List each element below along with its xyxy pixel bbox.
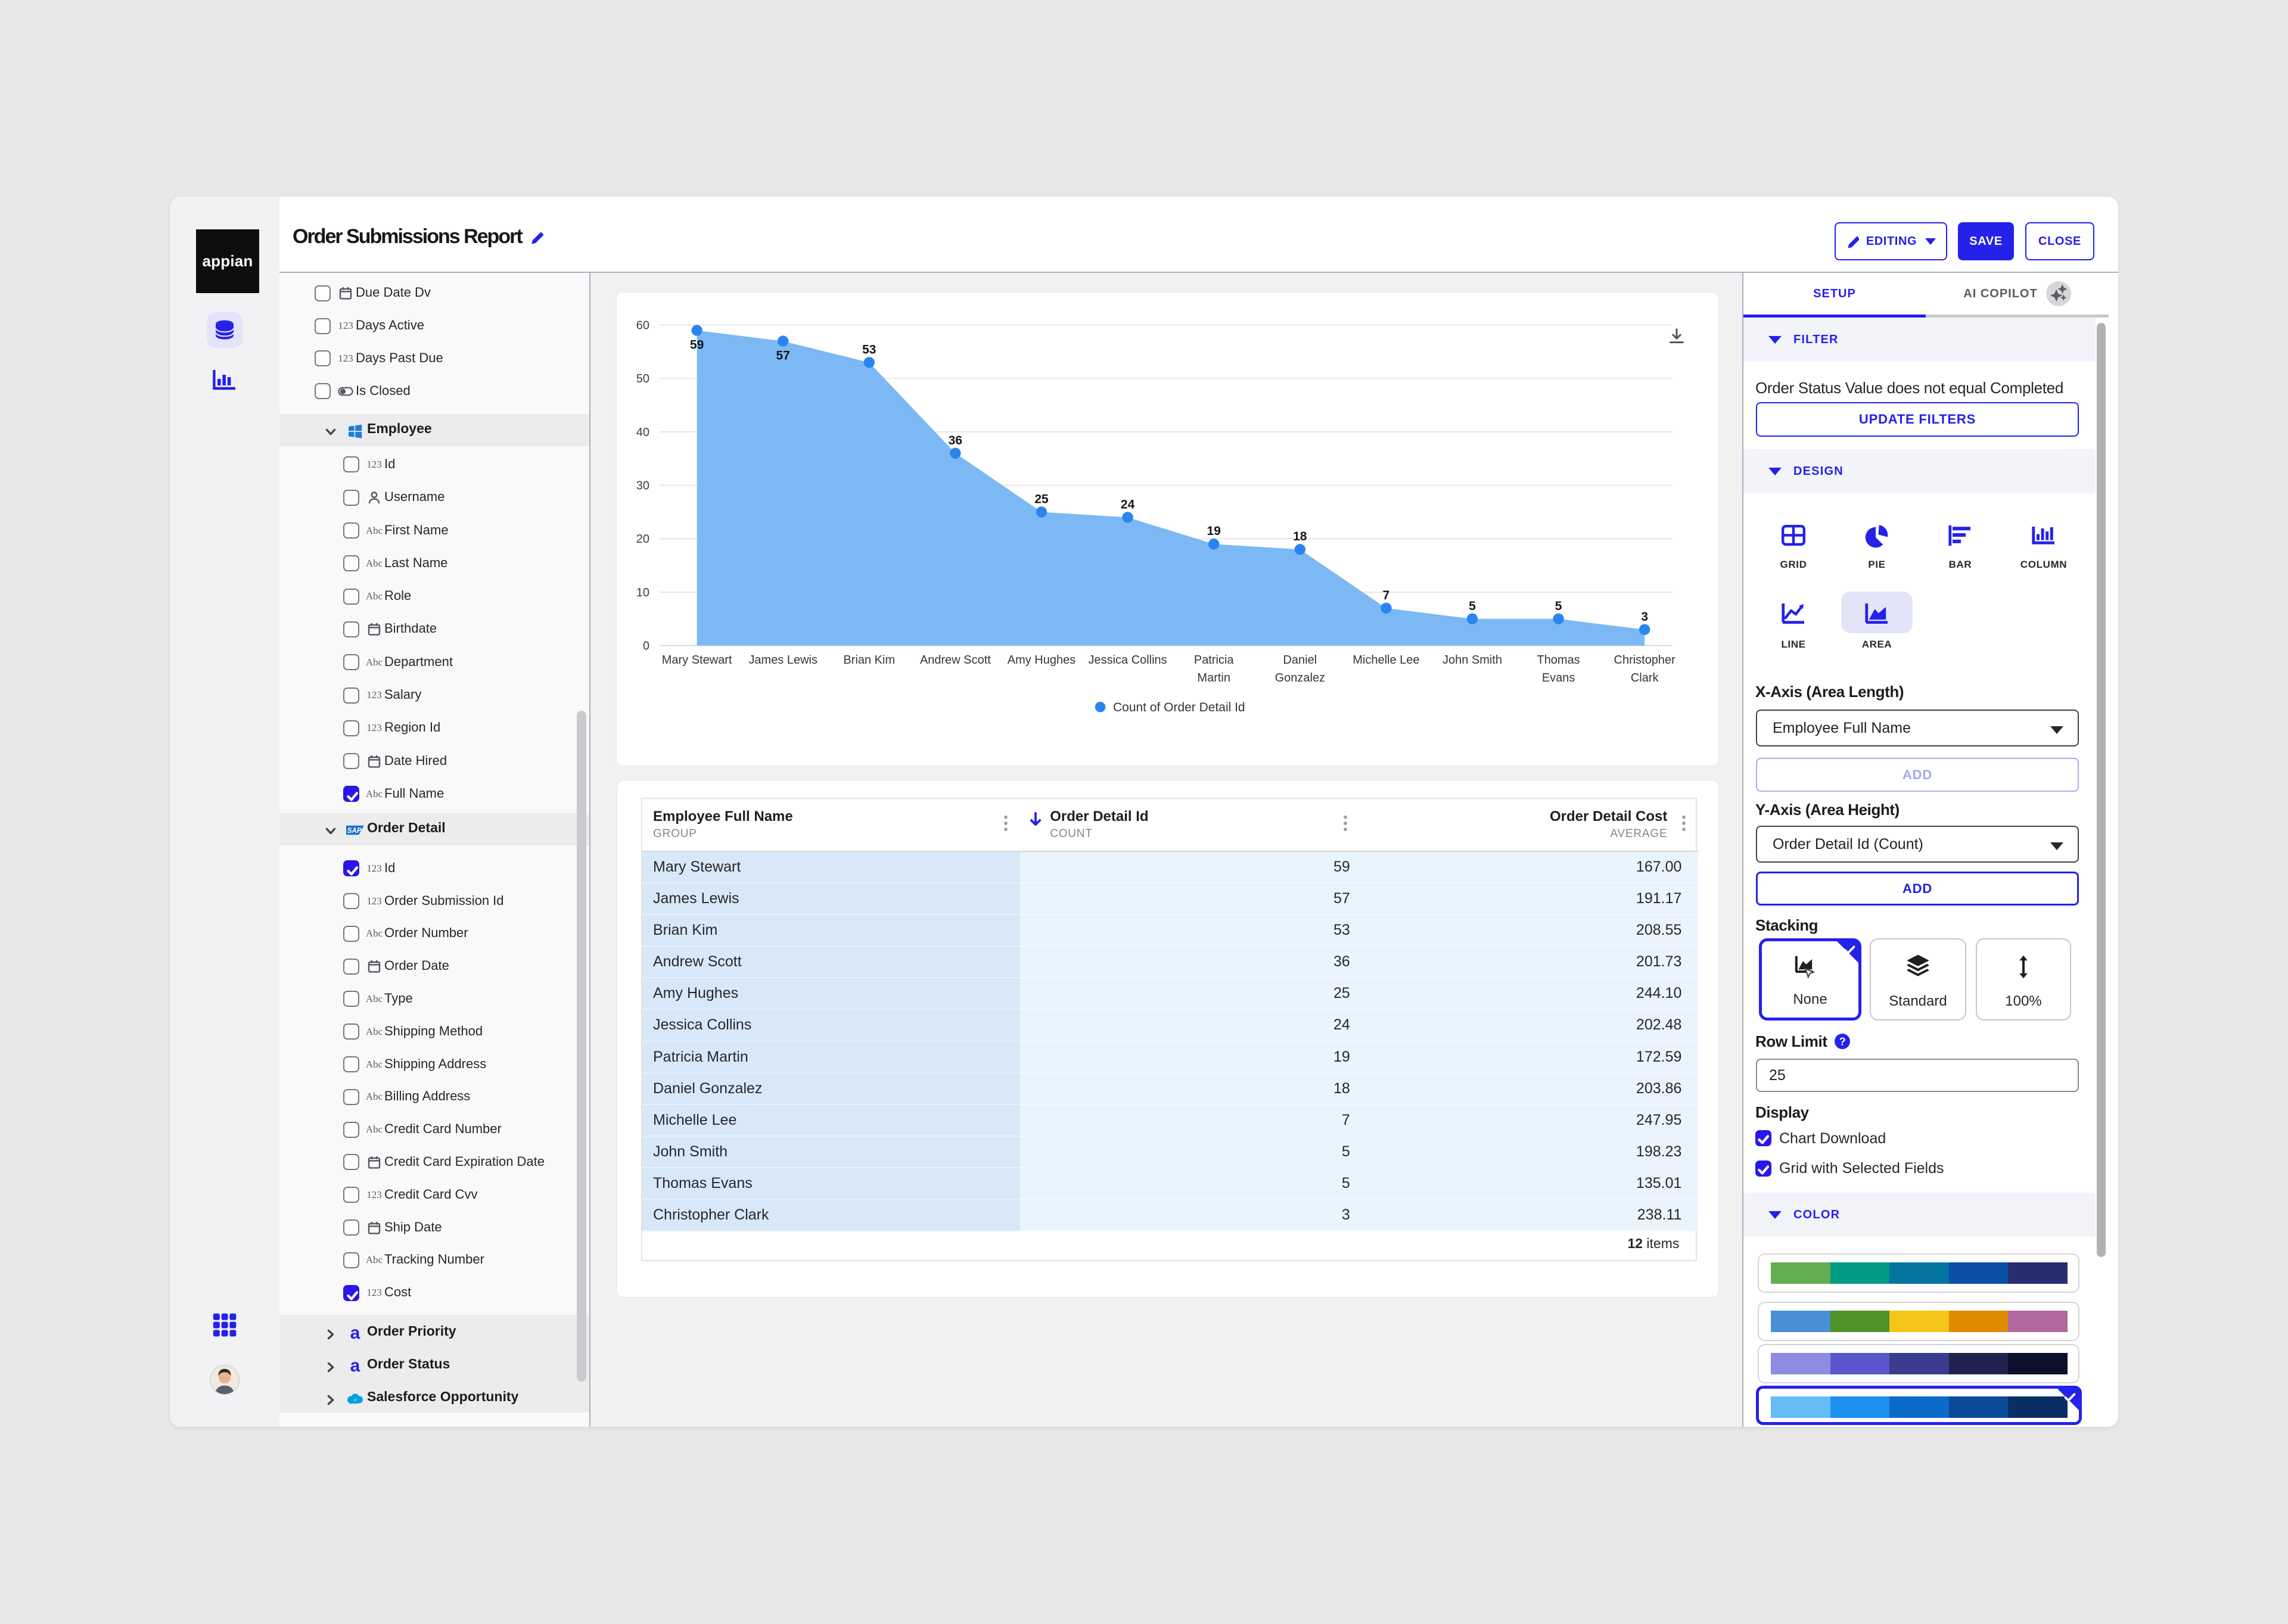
- svg-text:24: 24: [1121, 498, 1135, 512]
- svg-text:5: 5: [1555, 599, 1562, 613]
- svg-text:Michelle Lee: Michelle Lee: [1353, 654, 1419, 667]
- svg-text:36: 36: [949, 434, 962, 447]
- svg-text:59: 59: [690, 338, 704, 352]
- svg-text:Clark: Clark: [1631, 671, 1659, 685]
- svg-text:25: 25: [1034, 493, 1049, 506]
- svg-text:James Lewis: James Lewis: [748, 654, 817, 667]
- svg-text:Thomas: Thomas: [1537, 654, 1580, 667]
- svg-text:10: 10: [636, 586, 649, 599]
- svg-text:40: 40: [636, 426, 649, 439]
- svg-text:0: 0: [643, 640, 649, 653]
- svg-text:SAP: SAP: [347, 827, 362, 835]
- svg-text:7: 7: [1383, 589, 1390, 602]
- svg-text:Andrew Scott: Andrew Scott: [920, 654, 991, 667]
- svg-text:Amy Hughes: Amy Hughes: [1008, 654, 1075, 667]
- svg-text:Patricia: Patricia: [1194, 654, 1235, 667]
- svg-text:Martin: Martin: [1197, 671, 1230, 685]
- svg-text:57: 57: [776, 349, 790, 363]
- svg-text:Evans: Evans: [1542, 671, 1575, 685]
- svg-text:Brian Kim: Brian Kim: [843, 654, 895, 667]
- svg-text:?: ?: [1839, 1036, 1846, 1048]
- svg-text:20: 20: [636, 533, 649, 546]
- svg-text:19: 19: [1207, 525, 1221, 539]
- svg-text:18: 18: [1293, 530, 1307, 544]
- svg-text:Daniel: Daniel: [1283, 654, 1317, 667]
- svg-text:Jessica Collins: Jessica Collins: [1089, 654, 1167, 667]
- svg-text:5: 5: [1469, 599, 1476, 613]
- svg-text:60: 60: [636, 319, 649, 332]
- svg-text:sf: sf: [353, 1399, 357, 1402]
- svg-text:Christopher: Christopher: [1614, 654, 1676, 667]
- svg-text:Count of Order Detail Id: Count of Order Detail Id: [1113, 701, 1245, 715]
- svg-text:50: 50: [636, 373, 649, 386]
- svg-text:John Smith: John Smith: [1443, 654, 1502, 667]
- svg-text:30: 30: [636, 480, 649, 493]
- svg-text:3: 3: [1641, 610, 1648, 624]
- svg-text:53: 53: [862, 343, 876, 357]
- svg-text:Gonzalez: Gonzalez: [1275, 671, 1325, 685]
- svg-text:Mary Stewart: Mary Stewart: [662, 654, 732, 667]
